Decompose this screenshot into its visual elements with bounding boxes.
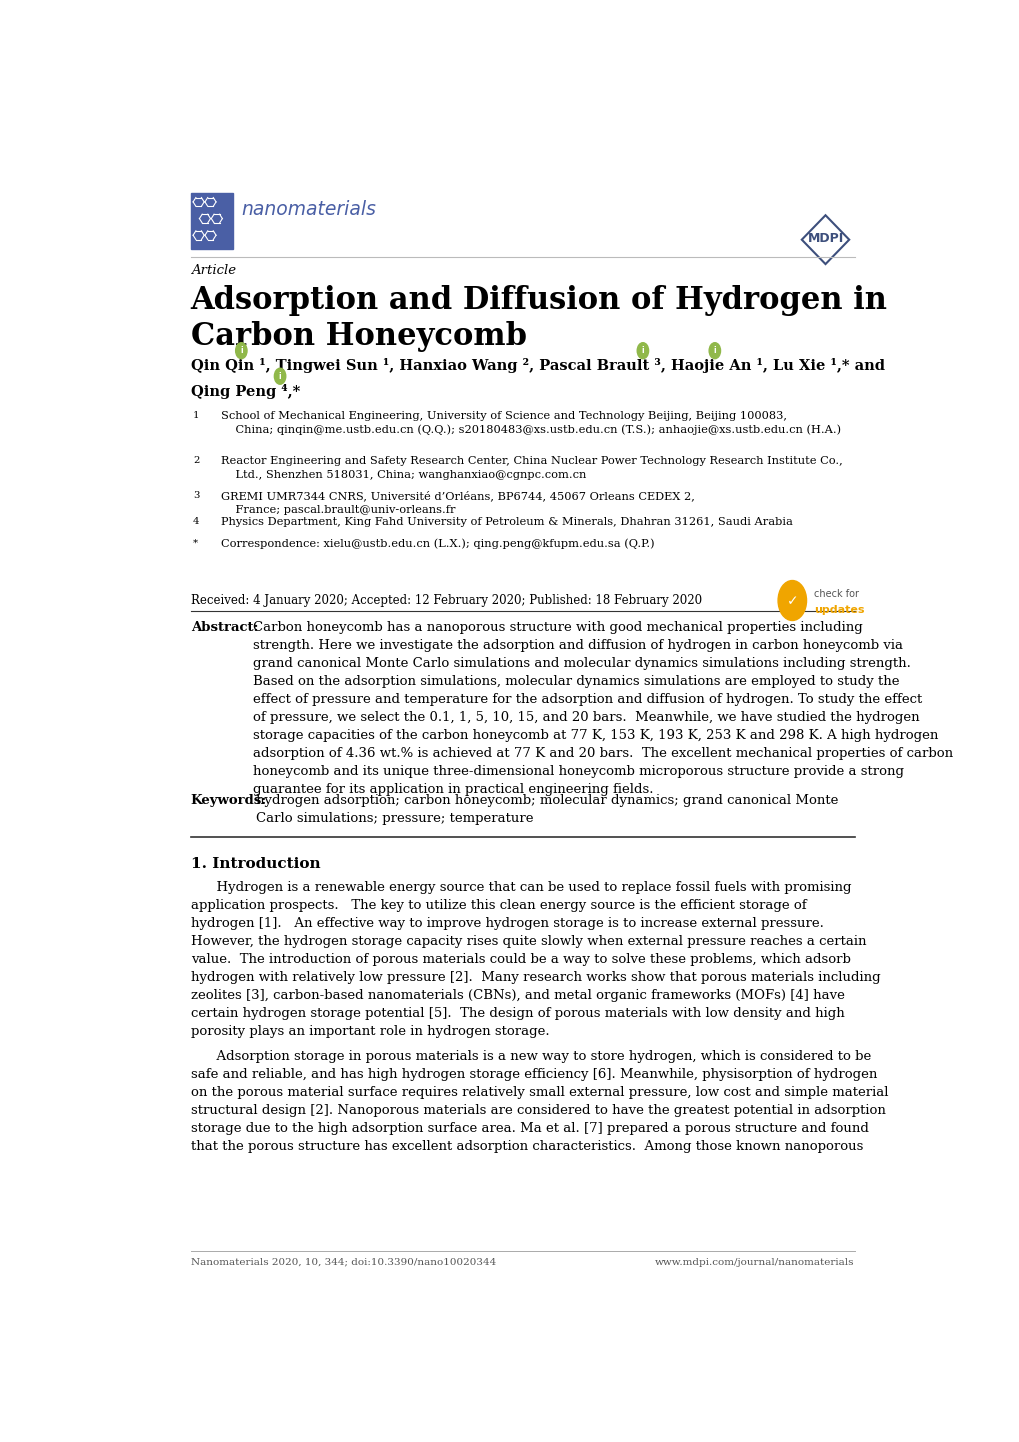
- Text: 1: 1: [193, 411, 200, 420]
- Text: Correspondence: xielu@ustb.edu.cn (L.X.); qing.peng@kfupm.edu.sa (Q.P.): Correspondence: xielu@ustb.edu.cn (L.X.)…: [220, 538, 654, 549]
- Text: i: i: [278, 372, 281, 381]
- Text: 1. Introduction: 1. Introduction: [191, 857, 320, 871]
- Text: *: *: [193, 538, 198, 548]
- Text: 2: 2: [193, 456, 200, 466]
- Text: ✓: ✓: [786, 594, 797, 609]
- Text: Qin Qin ¹, Tingwei Sun ¹, Hanxiao Wang ², Pascal Brault ³, Haojie An ¹, Lu Xie ¹: Qin Qin ¹, Tingwei Sun ¹, Hanxiao Wang ²…: [191, 359, 883, 373]
- Text: www.mdpi.com/journal/nanomaterials: www.mdpi.com/journal/nanomaterials: [654, 1257, 854, 1268]
- Text: i: i: [713, 346, 715, 355]
- Text: i: i: [239, 346, 243, 355]
- Text: Article: Article: [191, 264, 235, 277]
- Text: Keywords:: Keywords:: [191, 793, 267, 806]
- Text: hydrogen adsorption; carbon honeycomb; molecular dynamics; grand canonical Monte: hydrogen adsorption; carbon honeycomb; m…: [256, 793, 838, 825]
- Text: updates: updates: [813, 606, 864, 614]
- Circle shape: [637, 343, 648, 359]
- Circle shape: [274, 368, 285, 384]
- Text: Adsorption and Diffusion of Hydrogen in
Carbon Honeycomb: Adsorption and Diffusion of Hydrogen in …: [191, 286, 887, 352]
- Text: check for: check for: [813, 590, 859, 600]
- Text: Abstract:: Abstract:: [191, 620, 258, 633]
- Text: MDPI: MDPI: [807, 232, 843, 245]
- Circle shape: [235, 343, 247, 359]
- Circle shape: [708, 343, 719, 359]
- Text: Physics Department, King Fahd University of Petroleum & Minerals, Dhahran 31261,: Physics Department, King Fahd University…: [220, 518, 792, 528]
- Text: GREMI UMR7344 CNRS, Université d’Orléans, BP6744, 45067 Orleans CEDEX 2,
    Fra: GREMI UMR7344 CNRS, Université d’Orléans…: [220, 490, 694, 515]
- Text: Nanomaterials 2020, 10, 344; doi:10.3390/nano10020344: Nanomaterials 2020, 10, 344; doi:10.3390…: [191, 1257, 495, 1268]
- Circle shape: [777, 581, 806, 620]
- Text: i: i: [641, 346, 644, 355]
- Text: Qing Peng ⁴,*: Qing Peng ⁴,*: [191, 384, 300, 399]
- Text: Adsorption storage in porous materials is a new way to store hydrogen, which is : Adsorption storage in porous materials i…: [191, 1050, 888, 1154]
- FancyBboxPatch shape: [191, 193, 233, 248]
- Text: Received: 4 January 2020; Accepted: 12 February 2020; Published: 18 February 202: Received: 4 January 2020; Accepted: 12 F…: [191, 594, 701, 607]
- Text: Carbon honeycomb has a nanoporous structure with good mechanical properties incl: Carbon honeycomb has a nanoporous struct…: [253, 620, 953, 796]
- Text: 3: 3: [193, 490, 200, 499]
- Text: nanomaterials: nanomaterials: [242, 199, 376, 219]
- Text: Hydrogen is a renewable energy source that can be used to replace fossil fuels w: Hydrogen is a renewable energy source th…: [191, 881, 879, 1038]
- Text: School of Mechanical Engineering, University of Science and Technology Beijing, : School of Mechanical Engineering, Univer…: [220, 411, 840, 435]
- Text: Reactor Engineering and Safety Research Center, China Nuclear Power Technology R: Reactor Engineering and Safety Research …: [220, 456, 842, 480]
- Text: 4: 4: [193, 518, 200, 526]
